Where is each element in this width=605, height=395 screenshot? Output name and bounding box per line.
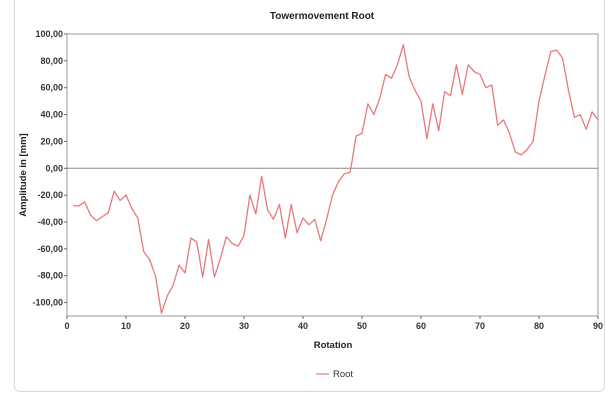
x-tick-label: 30 [239, 321, 249, 331]
y-tick-label: 40,00 [40, 110, 63, 120]
legend: Root [316, 369, 353, 380]
x-tick-label: 70 [475, 321, 485, 331]
x-tick-label: 60 [416, 321, 426, 331]
plot-area: 100,00 80,00 60,00 40,00 20,00 0,00 -20,00 -40,… [32, 29, 603, 331]
legend-label: Root [333, 369, 353, 380]
y-tick-label: 80,00 [40, 56, 63, 66]
y-tick-label: -80,00 [37, 271, 63, 281]
y-tick-label: -20,00 [37, 190, 63, 200]
y-tick-label: -100,00 [32, 298, 63, 308]
y-tick-label: 60,00 [40, 83, 63, 93]
x-tick-label: 90 [593, 321, 603, 331]
y-tick-label: -60,00 [37, 244, 63, 254]
y-tick-label: 20,00 [40, 136, 63, 146]
x-tick-label: 10 [121, 321, 131, 331]
x-axis-label: Rotation [314, 340, 353, 351]
x-tick-label: 0 [64, 321, 69, 331]
y-tick-label: 0,00 [45, 163, 63, 173]
y-tick-label: 100,00 [35, 29, 63, 39]
chart-title: Towermovement Root [270, 11, 375, 22]
y-axis-label: Amplitude in [mm] [18, 133, 29, 216]
series-line-root [72, 44, 599, 314]
plot-border [66, 33, 599, 317]
x-tick-label: 40 [298, 321, 308, 331]
x-tick-label: 50 [357, 321, 367, 331]
x-tick-label: 20 [180, 321, 190, 331]
y-tick-label: -40,00 [37, 217, 63, 227]
x-tick-label: 80 [534, 321, 544, 331]
